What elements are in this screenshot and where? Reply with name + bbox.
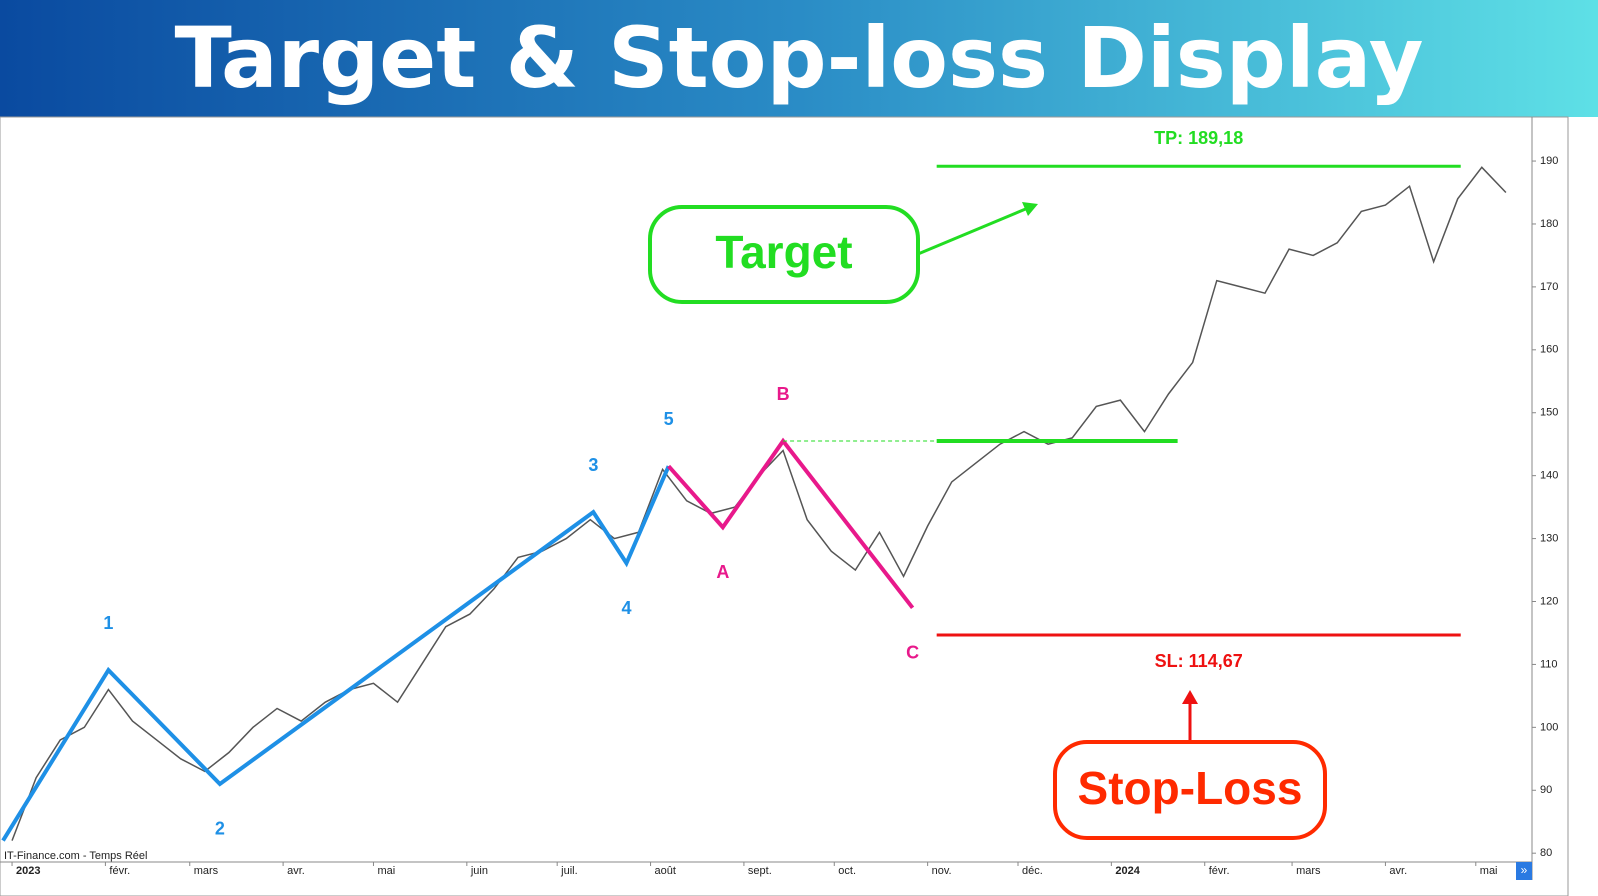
y-tick-label: 180 bbox=[1540, 218, 1558, 230]
x-tick-label: mars bbox=[194, 865, 219, 877]
wave-label: A bbox=[716, 562, 729, 582]
target-label: Target bbox=[715, 226, 852, 278]
x-tick-label: déc. bbox=[1022, 865, 1043, 877]
y-tick-label: 110 bbox=[1540, 658, 1558, 670]
x-tick-label: oct. bbox=[838, 865, 856, 877]
wave-label: 5 bbox=[664, 409, 674, 429]
x-tick-label: avr. bbox=[1389, 865, 1407, 877]
wave-label: 3 bbox=[588, 455, 598, 475]
x-tick-label: juil. bbox=[560, 865, 578, 877]
y-tick-label: 80 bbox=[1540, 847, 1552, 859]
x-tick-label: avr. bbox=[287, 865, 305, 877]
x-tick-label: mai bbox=[1480, 865, 1498, 877]
y-tick-label: 160 bbox=[1540, 344, 1558, 356]
y-tick-label: 190 bbox=[1540, 155, 1558, 167]
y-tick-label: 130 bbox=[1540, 532, 1558, 544]
x-tick-label: sept. bbox=[748, 865, 772, 877]
y-tick-label: 140 bbox=[1540, 470, 1558, 482]
x-tick-label: févr. bbox=[1209, 865, 1230, 877]
chart-frame bbox=[0, 116, 1569, 896]
scroll-button[interactable] bbox=[1516, 862, 1532, 880]
level-label: SL: 114,67 bbox=[1155, 651, 1243, 671]
x-tick-label: juin bbox=[470, 865, 488, 877]
x-tick-label: févr. bbox=[109, 865, 130, 877]
stoploss-arrowhead bbox=[1182, 690, 1198, 704]
wave-line bbox=[1, 465, 671, 842]
target-box bbox=[648, 205, 920, 304]
wave-label: 2 bbox=[215, 819, 225, 839]
target-arrowhead bbox=[1022, 202, 1038, 216]
x-tick-label: nov. bbox=[932, 865, 952, 877]
y-tick-label: 100 bbox=[1540, 721, 1558, 733]
level-label: TP: 189,18 bbox=[1154, 128, 1243, 148]
stoploss-label: Stop-Loss bbox=[1078, 762, 1303, 814]
y-tick-label: 120 bbox=[1540, 595, 1558, 607]
wave-label: 1 bbox=[103, 613, 113, 633]
scroll-icon[interactable]: » bbox=[1521, 863, 1528, 877]
title: Target & Stop-loss Display bbox=[174, 9, 1424, 107]
y-tick-label: 170 bbox=[1540, 281, 1558, 293]
banner: Target & Stop-loss Display bbox=[0, 0, 1598, 117]
y-tick-label: 150 bbox=[1540, 407, 1558, 419]
y-tick-label: 90 bbox=[1540, 784, 1552, 796]
x-tick-label: août bbox=[655, 865, 676, 877]
x-tick-label: 2023 bbox=[16, 865, 40, 877]
stoploss-box bbox=[1053, 740, 1327, 840]
x-tick-label: 2024 bbox=[1115, 865, 1140, 877]
wave-label: C bbox=[906, 643, 919, 663]
wave-line bbox=[667, 437, 915, 610]
x-tick-label: mars bbox=[1296, 865, 1321, 877]
target-arrow bbox=[917, 206, 1029, 256]
wave-label: B bbox=[777, 384, 790, 404]
x-tick-label: mai bbox=[377, 865, 395, 877]
wave-label: 4 bbox=[621, 598, 631, 618]
watermark: IT-Finance.com - Temps Réel bbox=[4, 850, 147, 862]
